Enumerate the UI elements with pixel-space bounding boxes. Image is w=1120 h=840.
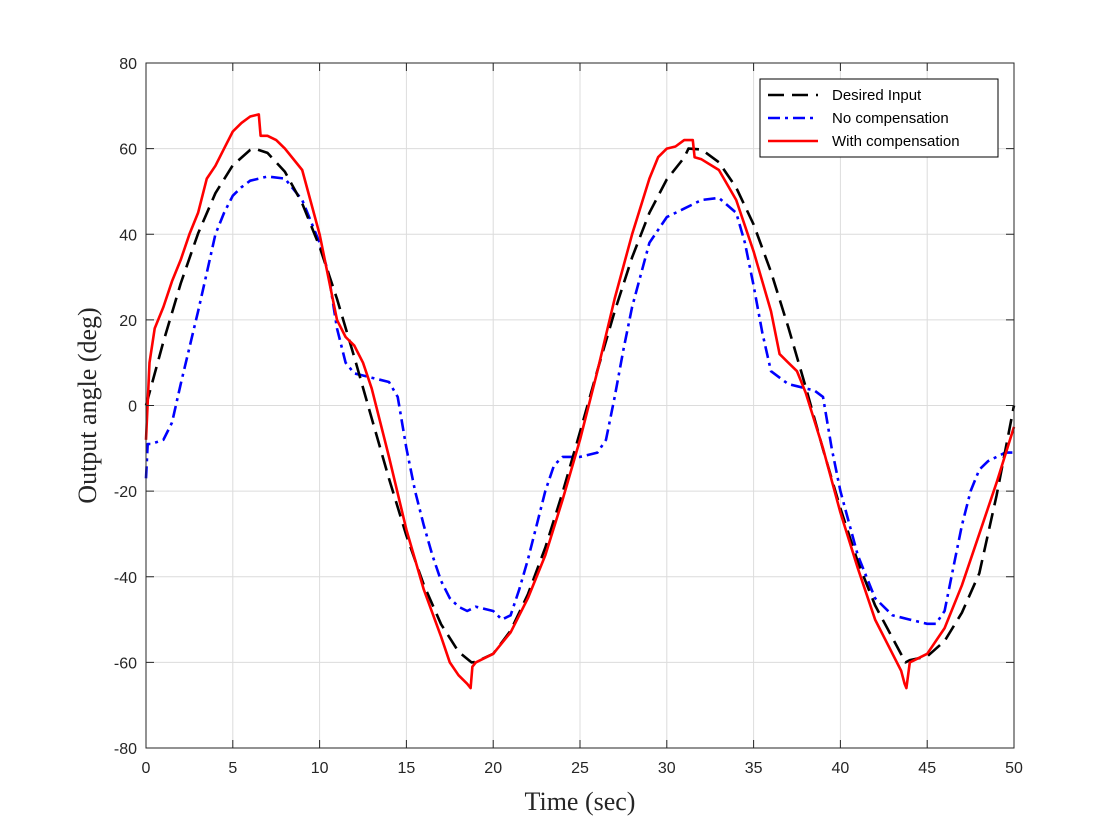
legend-box bbox=[759, 78, 999, 158]
x-tick-label: 25 bbox=[571, 760, 589, 777]
x-tick-label: 0 bbox=[142, 760, 151, 777]
y-tick-label: -80 bbox=[114, 741, 137, 758]
legend-label-with-compensation: With compensation bbox=[832, 133, 960, 150]
x-tick-label: 45 bbox=[918, 760, 936, 777]
x-tick-label: 10 bbox=[311, 760, 329, 777]
y-axis-title: Output angle (deg) bbox=[73, 307, 102, 503]
x-tick-label: 15 bbox=[398, 760, 416, 777]
x-axis-title: Time (sec) bbox=[525, 787, 636, 816]
legend-label-no-compensation: No compensation bbox=[832, 110, 949, 127]
x-tick-label: 20 bbox=[484, 760, 502, 777]
legend: Desired Input No compensation With compe… bbox=[759, 78, 999, 158]
x-tick-label: 35 bbox=[745, 760, 763, 777]
y-tick-label: -40 bbox=[114, 570, 137, 587]
x-tick-label: 50 bbox=[1005, 760, 1023, 777]
x-tick-label: 5 bbox=[228, 760, 237, 777]
y-tick-label: 20 bbox=[119, 313, 137, 330]
x-tick-label: 30 bbox=[658, 760, 676, 777]
y-tick-label: 0 bbox=[128, 399, 137, 416]
legend-label-desired-input: Desired Input bbox=[832, 87, 922, 104]
axis-ticks: 0 5 10 15 20 25 30 35 40 45 50 -80 -60 -40 -20 0 20 40 60 8… bbox=[114, 56, 1023, 777]
series-line-with-compensation bbox=[144, 113, 1016, 690]
x-tick-label: 40 bbox=[832, 760, 850, 777]
y-tick-label: -60 bbox=[114, 655, 137, 672]
y-tick-label: -20 bbox=[114, 484, 137, 501]
series-lines bbox=[144, 113, 1016, 690]
series-line-desired-input bbox=[144, 147, 1016, 664]
y-tick-label: 40 bbox=[119, 227, 137, 244]
y-tick-label: 60 bbox=[119, 142, 137, 159]
series-line-no-compensation bbox=[144, 175, 1014, 626]
y-tick-label: 80 bbox=[119, 56, 137, 73]
